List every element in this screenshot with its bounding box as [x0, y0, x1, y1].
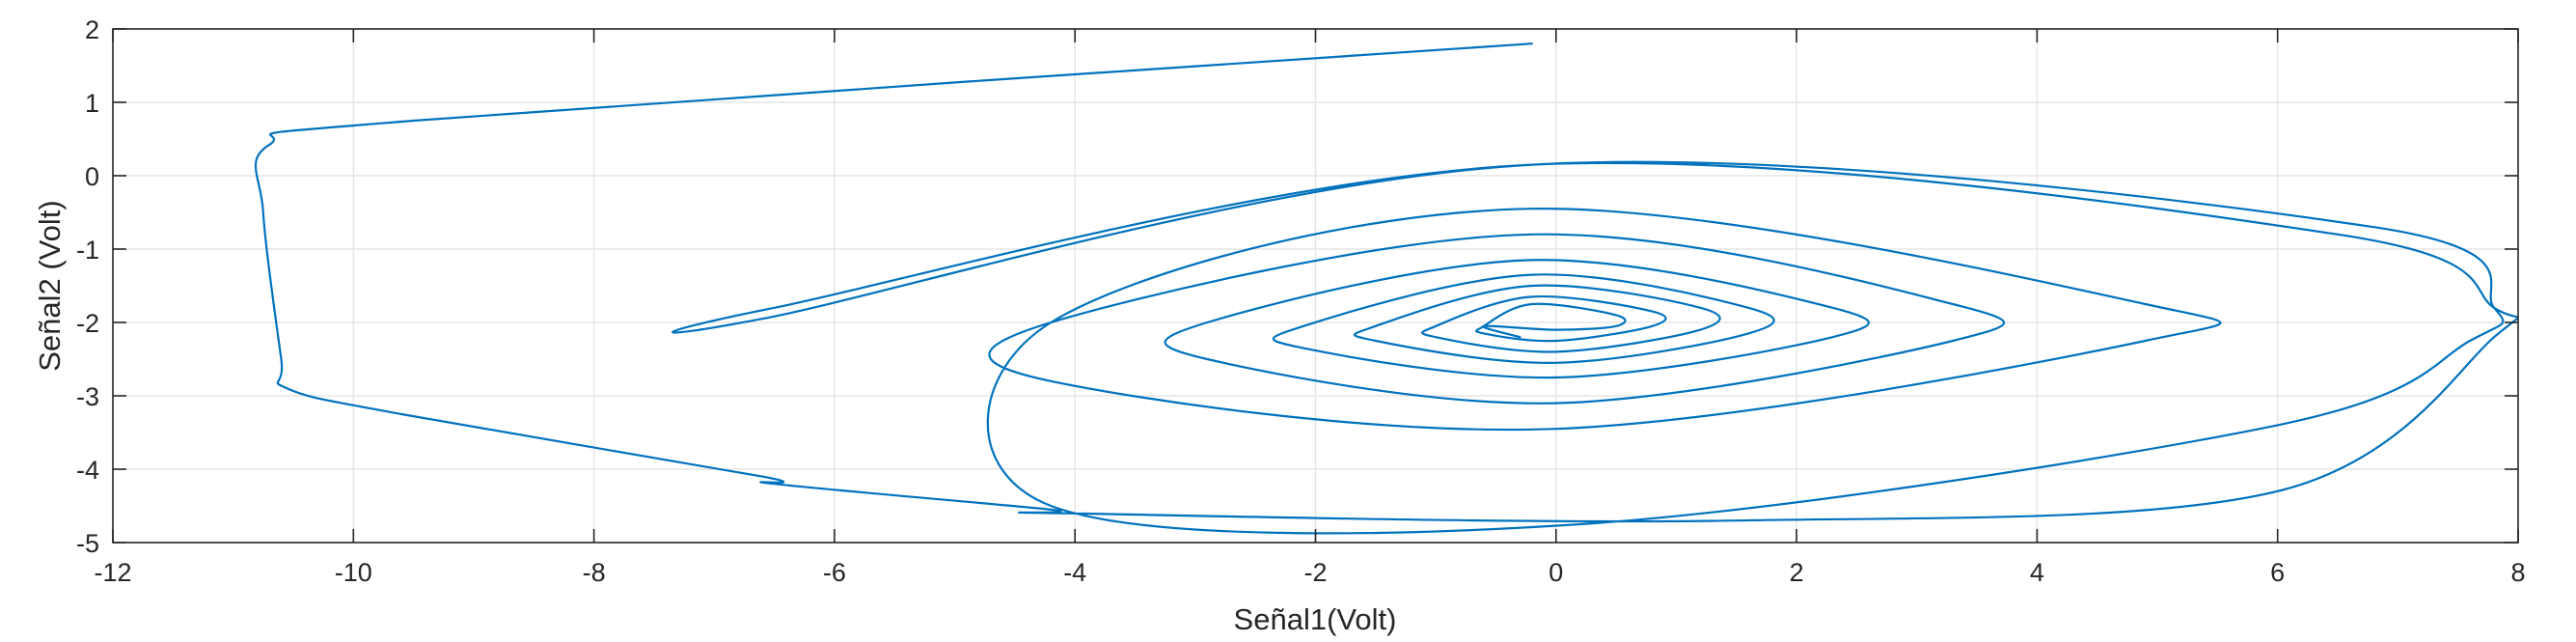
x-tick-label: -12 — [94, 558, 131, 587]
y-tick-label: 2 — [85, 15, 99, 44]
y-tick-label: -2 — [76, 309, 99, 338]
x-axis-label: Señal1(Volt) — [1234, 602, 1397, 636]
x-tick-label: -10 — [335, 558, 372, 587]
x-tick-labels: -12 -10 -8 -6 -4 -2 0 2 4 6 8 — [94, 558, 2525, 587]
x-tick-label: 4 — [2030, 558, 2044, 587]
tick-marks — [112, 28, 2519, 544]
y-tick-label: 0 — [85, 162, 99, 191]
y-tick-labels: -5 -4 -3 -2 -1 0 1 2 — [76, 15, 99, 558]
x-tick-label: -2 — [1303, 558, 1327, 587]
y-tick-label: -5 — [76, 529, 99, 558]
y-tick-label: -3 — [76, 382, 99, 411]
x-tick-label: -4 — [1063, 558, 1086, 587]
y-tick-label: 1 — [85, 89, 99, 118]
x-tick-label: -8 — [583, 558, 606, 587]
x-tick-label: 8 — [2510, 558, 2525, 587]
y-tick-label: -4 — [76, 456, 99, 485]
series-line — [254, 42, 2519, 535]
x-tick-label: -6 — [823, 558, 846, 587]
x-tick-label: 0 — [1548, 558, 1563, 587]
x-tick-label: 6 — [2270, 558, 2285, 587]
x-tick-label: 2 — [1790, 558, 1804, 587]
y-tick-label: -1 — [76, 236, 99, 265]
y-axis-label: Señal2 (Volt) — [33, 200, 67, 372]
